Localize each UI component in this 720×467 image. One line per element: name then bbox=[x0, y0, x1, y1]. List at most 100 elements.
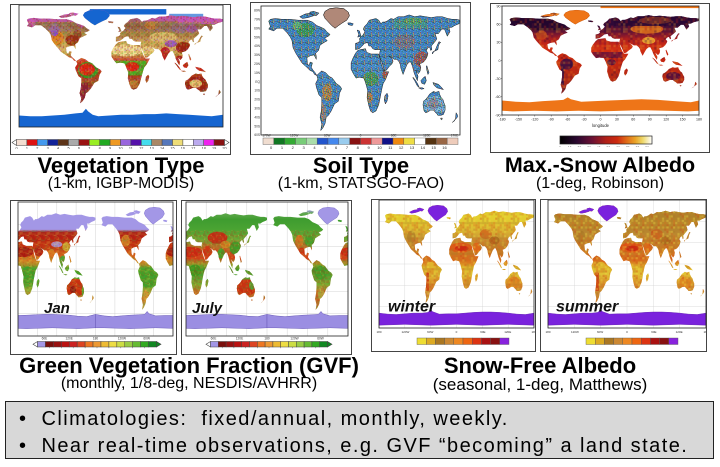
svg-text:50N: 50N bbox=[254, 35, 261, 39]
svg-text:80: 80 bbox=[636, 146, 640, 147]
svg-text:20N: 20N bbox=[254, 62, 261, 66]
svg-text:60E: 60E bbox=[211, 337, 217, 341]
svg-text:120W: 120W bbox=[401, 330, 409, 334]
svg-text:120E: 120E bbox=[65, 337, 72, 341]
svg-text:3: 3 bbox=[47, 146, 49, 149]
svg-text:8: 8 bbox=[357, 145, 360, 149]
svg-text:14: 14 bbox=[421, 145, 426, 149]
svg-text:13: 13 bbox=[410, 145, 415, 149]
svg-text:18: 18 bbox=[202, 146, 206, 149]
svg-text:60W: 60W bbox=[427, 330, 433, 334]
svg-text:40N: 40N bbox=[254, 44, 261, 48]
svg-text:16: 16 bbox=[442, 145, 447, 149]
svg-text:30: 30 bbox=[497, 41, 501, 45]
svg-text:120W: 120W bbox=[290, 134, 298, 138]
svg-text:10: 10 bbox=[568, 146, 572, 147]
svg-text:4: 4 bbox=[313, 145, 316, 149]
svg-text:70N: 70N bbox=[254, 18, 261, 22]
svg-text:60W: 60W bbox=[317, 337, 324, 341]
svg-text:10: 10 bbox=[377, 145, 382, 149]
svg-text:Jan: Jan bbox=[44, 300, 70, 317]
svg-text:50S: 50S bbox=[254, 124, 260, 128]
svg-text:-30: -30 bbox=[581, 118, 586, 122]
svg-text:-90: -90 bbox=[549, 118, 554, 122]
svg-text:15: 15 bbox=[431, 145, 436, 149]
svg-text:120W: 120W bbox=[571, 330, 579, 334]
svg-text:40: 40 bbox=[597, 146, 601, 147]
svg-text:60N: 60N bbox=[254, 26, 261, 30]
svg-text:70: 70 bbox=[626, 146, 630, 147]
svg-text:July: July bbox=[192, 300, 223, 317]
svg-text:90: 90 bbox=[645, 146, 649, 147]
svg-text:summer: summer bbox=[556, 299, 619, 316]
svg-text:4: 4 bbox=[57, 146, 59, 149]
svg-text:9: 9 bbox=[109, 146, 111, 149]
svg-text:180: 180 bbox=[93, 337, 99, 341]
svg-text:120: 120 bbox=[663, 118, 669, 122]
svg-text:0: 0 bbox=[600, 118, 602, 122]
svg-text:11: 11 bbox=[388, 145, 393, 149]
svg-text:60: 60 bbox=[497, 23, 501, 27]
svg-text:0: 0 bbox=[456, 330, 458, 334]
svg-text:9: 9 bbox=[367, 145, 370, 149]
svg-text:0: 0 bbox=[270, 145, 273, 149]
svg-text:60E: 60E bbox=[480, 330, 485, 334]
svg-text:1: 1 bbox=[26, 146, 28, 149]
svg-text:-60: -60 bbox=[495, 95, 500, 99]
svg-text:-180: -180 bbox=[498, 118, 505, 122]
svg-text:90: 90 bbox=[497, 4, 501, 8]
svg-text:30N: 30N bbox=[254, 53, 261, 57]
svg-text:19: 19 bbox=[212, 146, 216, 149]
svg-text:60S: 60S bbox=[254, 133, 260, 137]
svg-text:11: 11 bbox=[129, 146, 133, 149]
svg-text:90: 90 bbox=[648, 118, 652, 122]
svg-text:15: 15 bbox=[170, 146, 174, 149]
svg-text:60W: 60W bbox=[143, 337, 150, 341]
svg-text:6: 6 bbox=[335, 145, 338, 149]
svg-text:EQ: EQ bbox=[255, 80, 260, 84]
svg-text:5: 5 bbox=[324, 145, 327, 149]
svg-text:-150: -150 bbox=[515, 118, 522, 122]
svg-text:13: 13 bbox=[150, 146, 154, 149]
svg-text:2: 2 bbox=[292, 145, 295, 149]
svg-text:120E: 120E bbox=[676, 330, 683, 334]
svg-text:170E: 170E bbox=[451, 134, 458, 138]
svg-text:3: 3 bbox=[302, 145, 305, 149]
svg-text:180: 180 bbox=[376, 330, 381, 334]
svg-text:40S: 40S bbox=[254, 115, 260, 119]
svg-text:120E: 120E bbox=[423, 134, 430, 138]
svg-text:30: 30 bbox=[587, 146, 591, 147]
svg-text:170W: 170W bbox=[262, 134, 270, 138]
svg-text:0: 0 bbox=[499, 59, 501, 63]
svg-text:60W: 60W bbox=[597, 330, 603, 334]
svg-text:180: 180 bbox=[545, 330, 550, 334]
svg-text:20: 20 bbox=[222, 146, 226, 149]
svg-text:10S: 10S bbox=[254, 89, 260, 93]
svg-text:180: 180 bbox=[264, 337, 270, 341]
svg-text:180: 180 bbox=[696, 118, 702, 122]
svg-text:6: 6 bbox=[78, 146, 80, 149]
svg-text:60E: 60E bbox=[651, 330, 656, 334]
svg-text:16: 16 bbox=[181, 146, 185, 149]
svg-text:180: 180 bbox=[531, 330, 535, 334]
svg-text:30S: 30S bbox=[254, 107, 260, 111]
svg-text:0: 0 bbox=[360, 134, 362, 138]
svg-text:8: 8 bbox=[99, 146, 101, 149]
svg-text:12: 12 bbox=[139, 146, 143, 149]
svg-text:1: 1 bbox=[281, 145, 284, 149]
svg-text:-60: -60 bbox=[565, 118, 570, 122]
svg-text:10N: 10N bbox=[254, 71, 261, 75]
svg-text:-90: -90 bbox=[495, 113, 500, 117]
svg-text:20: 20 bbox=[578, 146, 582, 147]
svg-text:120W: 120W bbox=[118, 337, 126, 341]
svg-text:150: 150 bbox=[680, 118, 686, 122]
svg-text:60E: 60E bbox=[391, 134, 397, 138]
svg-text:17: 17 bbox=[191, 146, 195, 149]
svg-text:60W: 60W bbox=[324, 134, 331, 138]
svg-text:120E: 120E bbox=[236, 337, 243, 341]
svg-text:50: 50 bbox=[607, 146, 611, 147]
svg-text:2: 2 bbox=[36, 146, 38, 149]
svg-text:7: 7 bbox=[346, 145, 349, 149]
svg-text:-120: -120 bbox=[531, 118, 538, 122]
svg-text:14: 14 bbox=[160, 146, 164, 149]
